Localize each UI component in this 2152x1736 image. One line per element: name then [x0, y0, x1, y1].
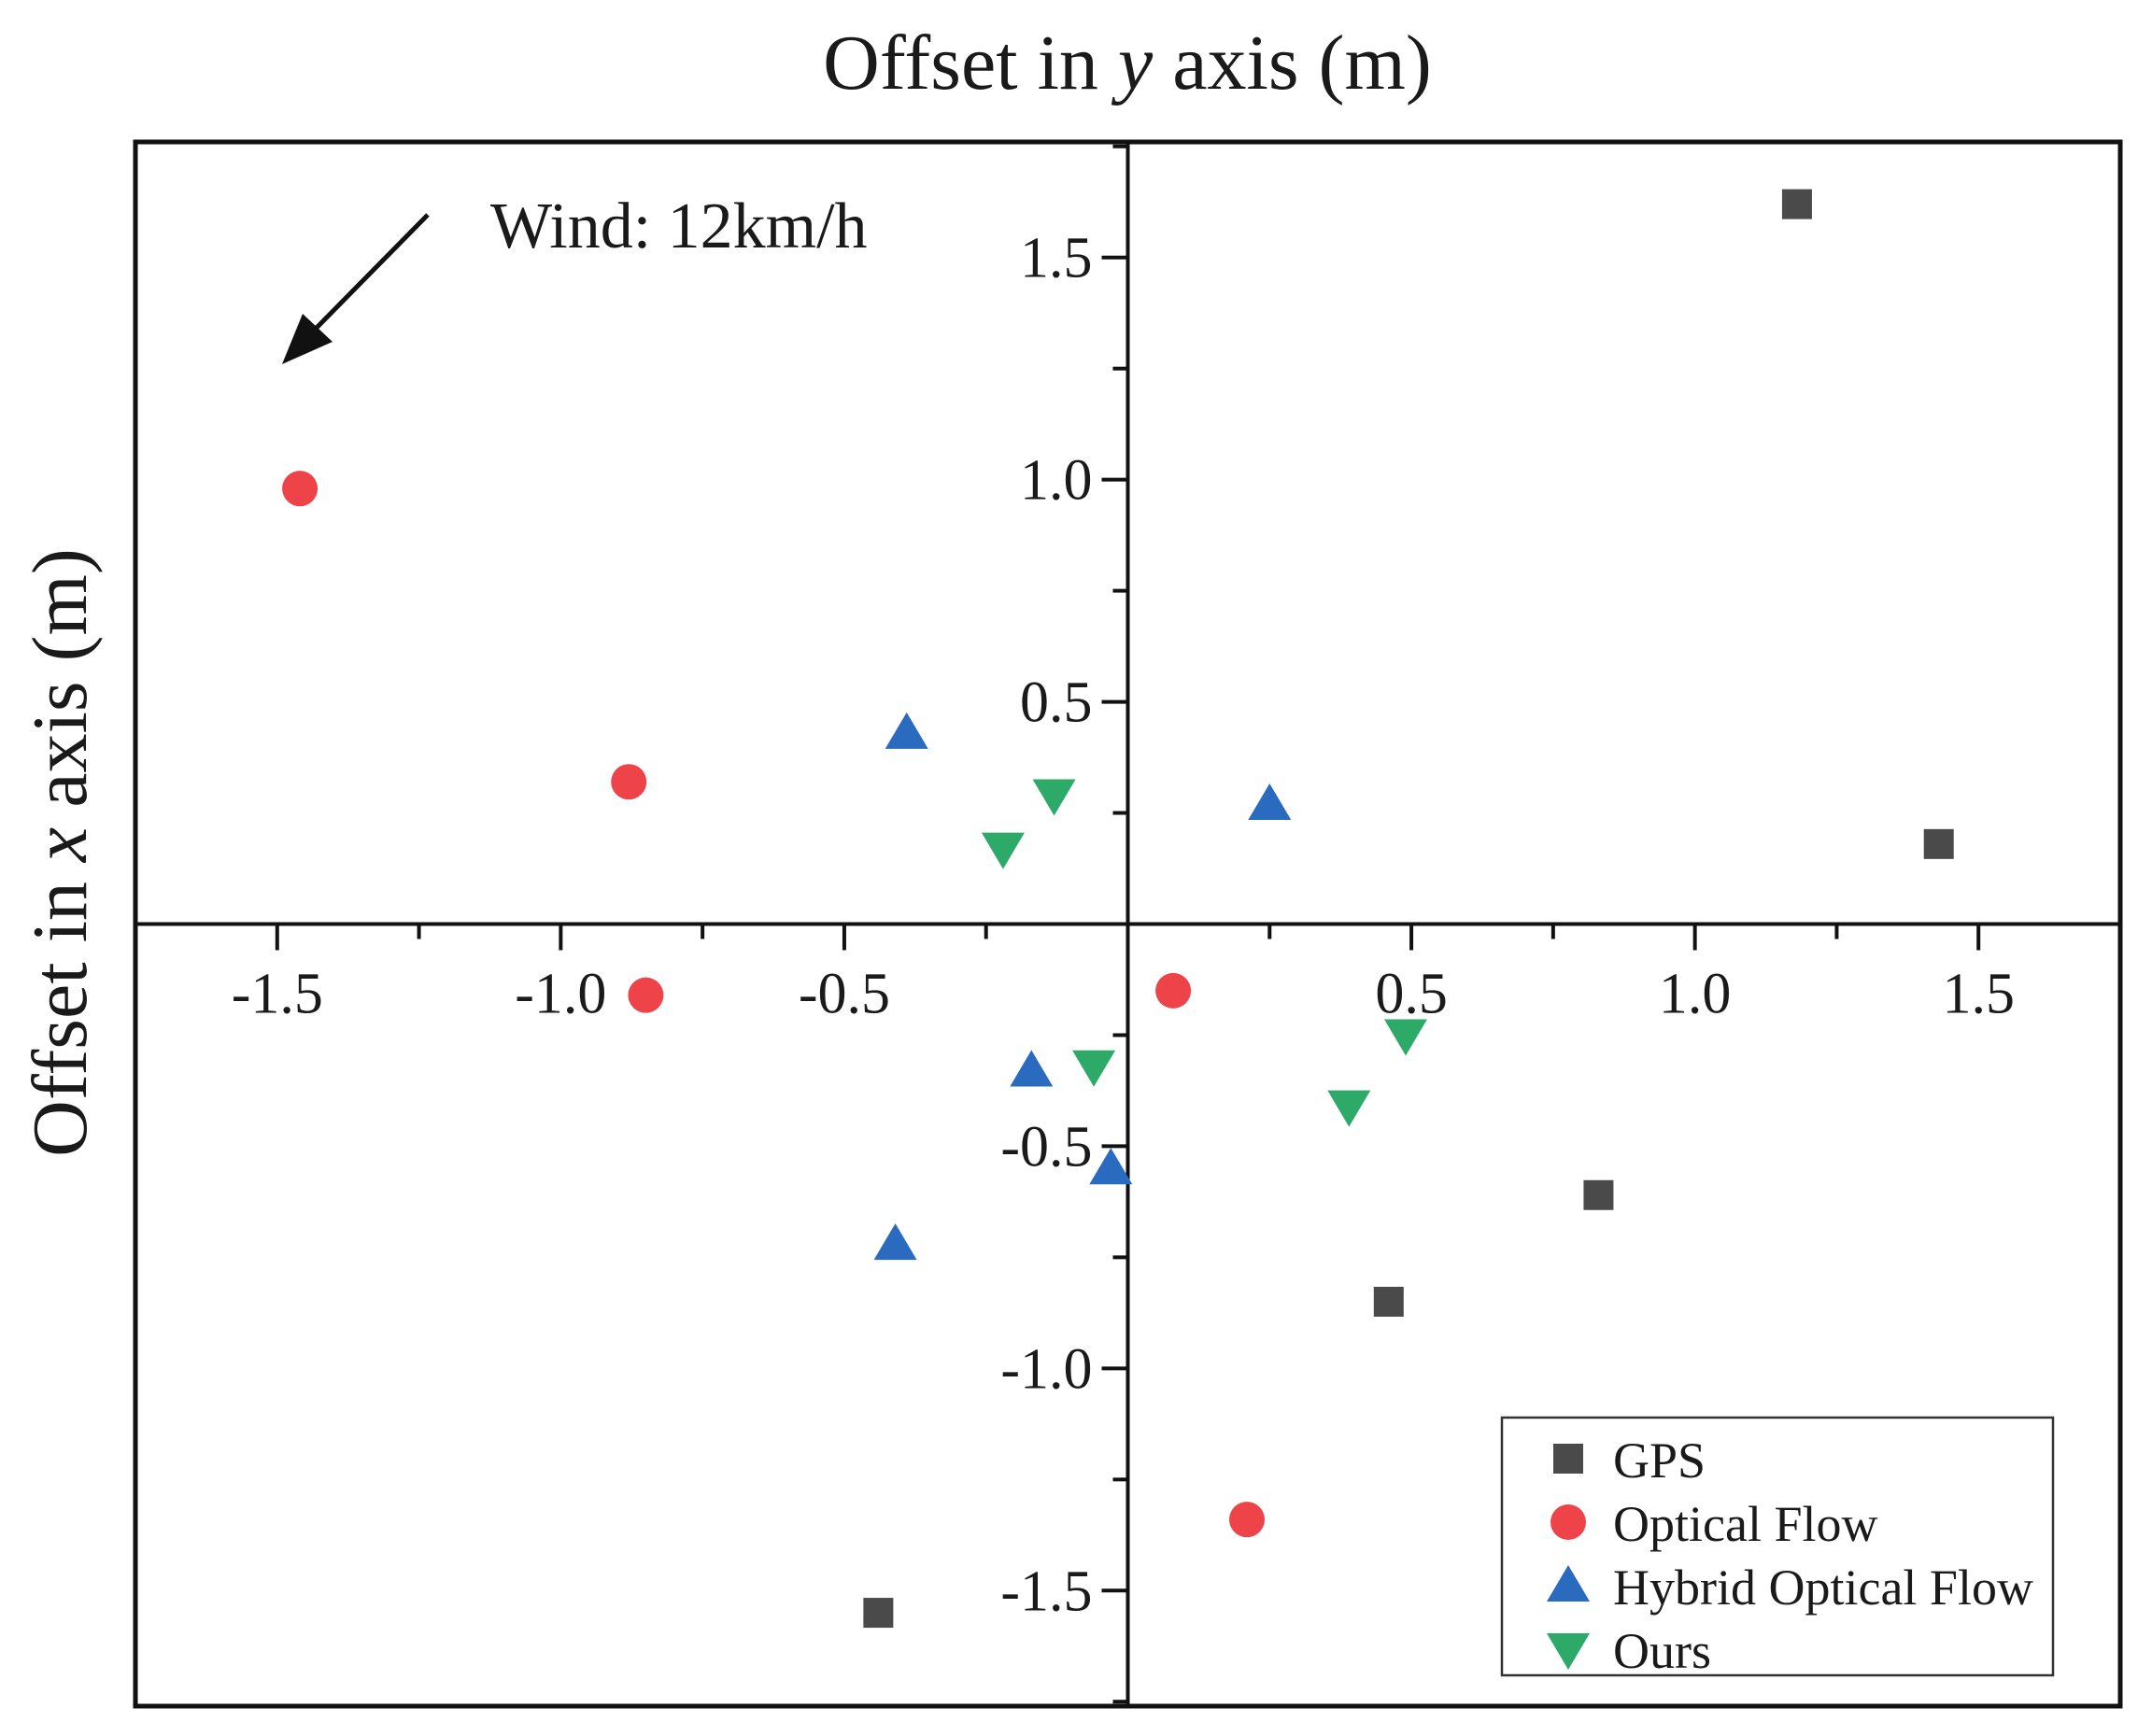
wind-arrow-head-icon	[282, 314, 333, 364]
gps-point	[1781, 189, 1812, 219]
ours-point	[1384, 1019, 1427, 1056]
y-tick-label: 1.5	[1020, 227, 1093, 290]
legend-gps-icon	[1553, 1444, 1583, 1474]
ours-point	[981, 832, 1025, 869]
y-axis-title: Offset in x axis (m)	[17, 548, 104, 1157]
wind-annotation-text: Wind: 12km/h	[490, 191, 868, 262]
gps-point	[1583, 1179, 1614, 1210]
wind-arrow-shaft	[308, 213, 430, 336]
legend-label-hybrid-optical-flow: Hybrid Optical Flow	[1613, 1560, 2033, 1616]
legend: GPS Optical Flow Hybrid Optical Flow Ours	[1500, 1416, 2055, 1679]
legend-box	[1500, 1416, 2055, 1677]
x-axis-ticks: -1.5 -1.0 -0.5 0.5 1.0 1.5	[134, 924, 2122, 1026]
wind-annotation: Wind: 12km/h	[282, 191, 868, 364]
x-tick-label: 0.5	[1375, 963, 1448, 1026]
x-axis-title: Offset in y axis (m)	[823, 20, 1432, 106]
hybrid-optical-flow-point	[1248, 783, 1292, 821]
optical-flow-point	[1155, 972, 1192, 1009]
legend-label-gps: GPS	[1613, 1433, 1706, 1489]
optical-flow-point	[1229, 1502, 1265, 1538]
y-tick-label: -1.0	[1000, 1337, 1092, 1401]
optical-flow-point	[628, 977, 664, 1013]
x-tick-label: -1.0	[515, 963, 606, 1026]
legend-hybrid-optical-flow-icon	[1547, 1565, 1590, 1602]
optical-flow-point	[282, 471, 319, 507]
ours-point	[1072, 1050, 1116, 1087]
y-tick-label: 0.5	[1020, 671, 1093, 735]
hybrid-optical-flow-point	[1010, 1050, 1054, 1087]
x-tick-label: -0.5	[799, 963, 890, 1026]
hybrid-optical-flow-point	[873, 1223, 917, 1261]
ours-point	[1032, 779, 1076, 816]
x-tick-label: 1.5	[1942, 963, 2015, 1026]
legend-label-ours: Ours	[1613, 1623, 1711, 1679]
gps-point	[863, 1598, 894, 1629]
gps-point	[1373, 1286, 1404, 1317]
y-tick-label: 1.0	[1020, 449, 1093, 513]
hybrid-optical-flow-point	[1089, 1148, 1133, 1185]
y-axis-ticks: 1.5 1.0 0.5 -0.5 -1.0 -1.5	[1000, 144, 1128, 1704]
x-tick-label: 1.0	[1659, 963, 1732, 1026]
x-tick-label: -1.5	[232, 963, 323, 1026]
ours-point	[1327, 1090, 1371, 1127]
legend-optical-flow-icon	[1550, 1504, 1586, 1540]
y-tick-label: -1.5	[1000, 1560, 1092, 1623]
hybrid-optical-flow-point	[885, 712, 928, 749]
optical-flow-point	[611, 764, 647, 800]
y-tick-label: -0.5	[1000, 1115, 1092, 1179]
legend-label-optical-flow: Optical Flow	[1613, 1496, 1877, 1552]
legend-ours-icon	[1547, 1633, 1590, 1670]
data-points	[282, 189, 1954, 1629]
gps-point	[1923, 828, 1954, 859]
